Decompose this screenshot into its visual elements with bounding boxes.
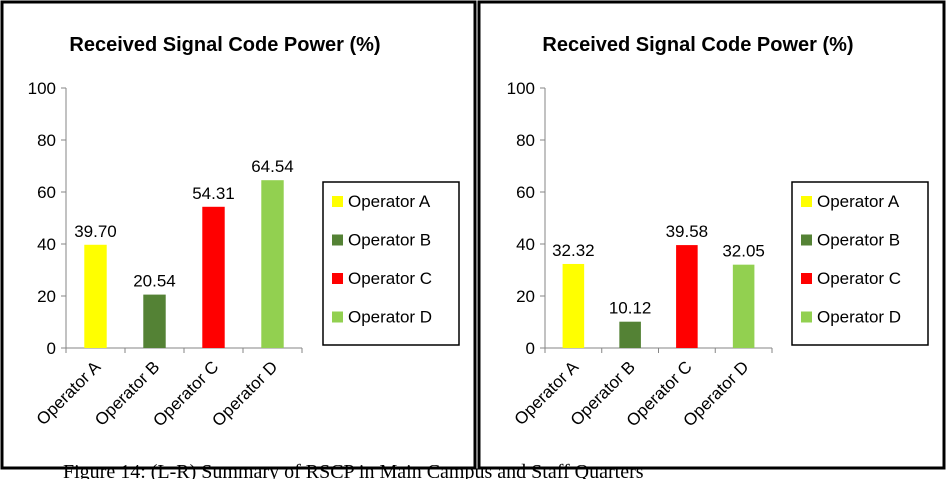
y-tick-label: 0	[526, 339, 535, 358]
legend-swatch	[332, 234, 343, 246]
data-label: 32.32	[552, 241, 595, 260]
data-label: 54.31	[192, 184, 235, 203]
legend-swatch	[801, 273, 812, 284]
y-tick-label: 20	[37, 287, 56, 306]
chart-title: Received Signal Code Power (%)	[542, 34, 853, 56]
y-tick-label: 20	[516, 287, 535, 306]
legend-label: Operator C	[348, 269, 432, 288]
legend-swatch	[332, 196, 343, 207]
bar	[202, 206, 225, 348]
chart-title: Received Signal Code Power (%)	[69, 34, 380, 56]
data-label: 64.54	[251, 157, 294, 176]
data-label: 39.70	[74, 222, 117, 241]
legend-box	[322, 181, 460, 346]
legend: Operator A Operator B Operator C Operator D	[791, 181, 929, 346]
bar	[732, 264, 755, 348]
legend-swatch	[332, 273, 343, 284]
y-tick-label: 60	[516, 183, 535, 202]
y-tick-label: 0	[47, 339, 56, 358]
y-tick-label: 40	[37, 235, 56, 254]
legend: Operator A Operator B Operator C Operator D	[322, 181, 460, 346]
bar	[562, 263, 585, 348]
data-label: 10.12	[609, 299, 652, 318]
legend-box	[791, 181, 929, 346]
bar	[143, 294, 166, 348]
y-tick-label: 80	[37, 131, 56, 150]
legend-label: Operator C	[817, 269, 901, 288]
bar	[619, 321, 641, 348]
legend-label: Operator A	[348, 192, 431, 211]
data-label: 39.58	[666, 222, 709, 241]
figure-caption: Figure 14: (L-R) Summary of RSCP in Main…	[63, 461, 644, 479]
bar	[676, 245, 698, 348]
legend-label: Operator A	[817, 192, 900, 211]
legend-swatch	[801, 311, 812, 323]
bar	[84, 244, 107, 348]
data-label: 20.54	[133, 272, 176, 291]
y-tick-label: 80	[516, 131, 535, 150]
y-tick-label: 60	[37, 183, 56, 202]
legend-swatch	[332, 311, 343, 323]
legend-label: Operator D	[348, 308, 432, 327]
data-label: 32.05	[722, 242, 765, 261]
bar	[261, 180, 284, 348]
y-tick-label: 100	[28, 79, 56, 98]
legend-label: Operator B	[817, 231, 900, 250]
y-tick-label: 100	[507, 79, 535, 98]
legend-label: Operator D	[817, 308, 901, 327]
legend-label: Operator B	[348, 231, 431, 250]
legend-swatch	[801, 234, 812, 246]
y-tick-label: 40	[516, 235, 535, 254]
legend-swatch	[801, 196, 812, 207]
